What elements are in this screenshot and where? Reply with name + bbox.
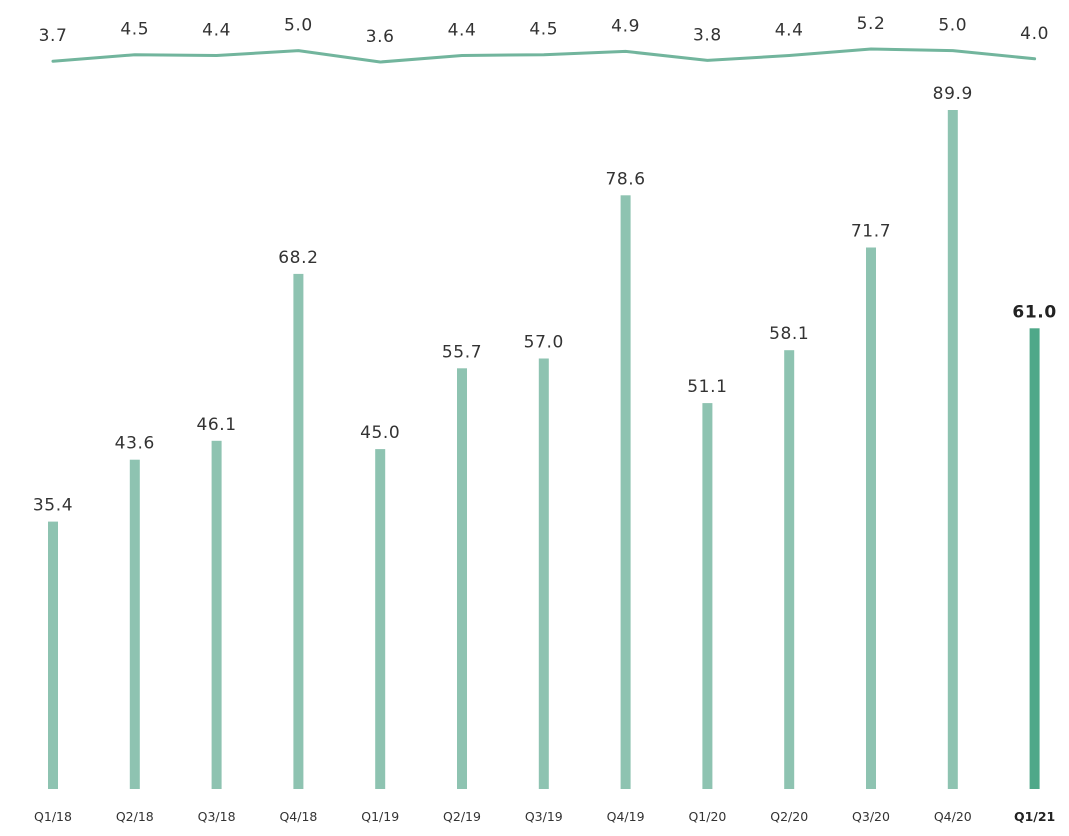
bar-value-label: 89.9 [933,84,973,104]
bar-Q1-19 [375,449,386,789]
line-value-label: 3.6 [366,27,395,47]
bar-value-label: 68.2 [278,248,318,268]
bars-layer [48,110,1040,790]
bar-value-label: 78.6 [605,169,645,189]
category-label: Q4/20 [934,809,972,824]
bar-Q3-19 [538,358,549,789]
line-value-label: 4.5 [529,20,558,40]
line-labels-layer: 3.7 4.5 4.4 5.0 3.6 4.4 4.5 4.9 3.8 4.4 5.2 5.0 4.0 [39,14,1049,47]
bar-value-label: 45.0 [360,423,400,443]
line-value-label: 4.5 [120,20,149,40]
line-layer [51,47,1037,64]
category-label: Q4/19 [607,809,645,824]
bar-Q4-19 [620,195,631,790]
line-value-label: 4.4 [448,21,477,41]
category-label: Q4/18 [279,809,317,824]
bar-value-label: 43.6 [115,434,155,454]
category-label: Q1/21 [1014,809,1055,824]
bar-labels-layer: 35.4 43.6 46.1 68.2 45.0 55.7 57.0 78.6 51.1 58.1… [33,84,1056,516]
bar-Q3-20 [866,247,876,789]
line-value-label: 4.4 [202,21,231,41]
line-value-label: 4.0 [1020,24,1049,44]
category-label: Q1/20 [688,809,726,824]
bar-value-label: 71.7 [851,222,891,242]
bar-value-label: 46.1 [196,415,236,435]
bar-Q4-18 [293,273,304,789]
bar-Q1-18 [48,521,58,789]
category-label: Q2/19 [443,809,481,824]
bar-value-label: 58.1 [769,324,809,344]
category-label: Q3/19 [525,809,563,824]
category-labels-layer: Q1/18 Q2/18 Q3/18 Q4/18 Q1/19 Q2/19 Q3/19 Q4/19… [34,809,1055,824]
bar-Q1-21 [1029,328,1040,789]
line-value-label: 3.8 [693,25,722,45]
bar-Q2-19 [457,368,467,789]
category-label: Q2/20 [770,809,808,824]
bar-value-label: 55.7 [442,342,482,362]
bar-Q1-20 [702,403,713,789]
line-value-label: 5.2 [857,14,886,34]
category-label: Q3/18 [198,809,236,824]
bar-Q2-18 [129,459,140,789]
line-value-label: 3.7 [39,26,68,46]
category-label: Q1/19 [361,809,399,824]
bar-Q3-18 [211,440,222,789]
line-value-label: 5.0 [938,16,967,36]
line-value-label: 4.4 [775,21,804,41]
trend-line [51,47,1037,64]
category-label: Q1/18 [34,809,72,824]
line-value-label: 4.9 [611,16,640,36]
bar-value-label: 61.0 [1012,302,1056,322]
line-value-label: 5.0 [284,16,313,36]
bar-value-label: 51.1 [687,377,727,397]
bar-value-label: 35.4 [33,496,73,516]
bar-Q4-20 [947,110,958,789]
category-label: Q3/20 [852,809,890,824]
bar-value-label: 57.0 [524,333,564,353]
category-label: Q2/18 [116,809,154,824]
bar-Q2-20 [784,350,795,789]
